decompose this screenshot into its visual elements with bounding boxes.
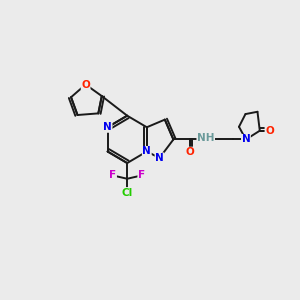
Text: N: N [242, 134, 250, 145]
Text: O: O [81, 80, 90, 89]
Text: N: N [103, 122, 112, 132]
Text: NH: NH [197, 133, 214, 143]
Text: N: N [155, 153, 164, 163]
Text: F: F [109, 170, 116, 180]
Text: O: O [265, 126, 274, 136]
Text: O: O [186, 147, 194, 157]
Text: Cl: Cl [122, 188, 133, 198]
Text: N: N [142, 146, 151, 157]
Text: F: F [138, 170, 145, 180]
